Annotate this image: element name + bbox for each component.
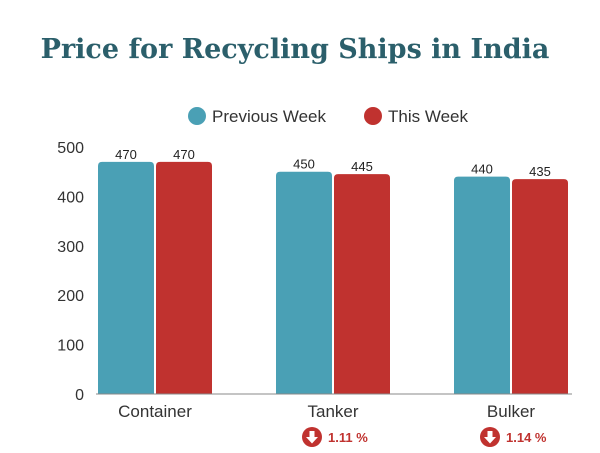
change-indicator-bulker: 1.14 %: [480, 427, 547, 447]
x-tick-label: Tanker: [307, 402, 358, 421]
data-label: 470: [173, 147, 195, 162]
data-label: 470: [115, 147, 137, 162]
bar-tanker-previous-week: [276, 171, 332, 394]
data-label: 435: [529, 164, 551, 179]
data-label: 445: [351, 159, 373, 174]
legend-marker-previous-week: [188, 107, 206, 125]
change-indicators: 1.11 % 1.14 %: [302, 427, 547, 447]
down-arrow-icon: [302, 427, 322, 447]
x-tick-label: Bulker: [487, 402, 536, 421]
data-label: 450: [293, 157, 315, 172]
y-tick-label: 200: [57, 288, 84, 305]
bar-bulker-this-week: [512, 179, 568, 394]
y-tick-label: 100: [57, 338, 84, 355]
data-label: 440: [471, 162, 493, 177]
change-value: 1.14 %: [506, 430, 547, 445]
chart-title: Price for Recycling Ships in India: [41, 34, 550, 65]
y-tick-label: 500: [57, 140, 84, 157]
change-value: 1.11 %: [328, 430, 368, 445]
x-axis: Container Tanker Bulker: [96, 393, 572, 421]
x-tick-label: Container: [118, 402, 192, 421]
y-tick-label: 400: [57, 189, 84, 206]
down-arrow-icon: [480, 427, 500, 447]
legend-marker-this-week: [364, 107, 382, 125]
y-tick-label: 0: [75, 387, 84, 404]
bar-container-previous-week: [98, 161, 154, 394]
bar-bulker-previous-week: [454, 176, 510, 394]
legend-label-this-week: This Week: [388, 107, 468, 126]
bar-tanker-this-week: [334, 174, 390, 394]
legend-label-previous-week: Previous Week: [212, 107, 327, 126]
bars: [98, 161, 568, 394]
y-tick-label: 300: [57, 239, 84, 256]
data-labels: 470 470 450 445 440 435: [115, 147, 551, 179]
legend: Previous Week This Week: [188, 107, 468, 126]
bar-container-this-week: [156, 161, 212, 394]
y-axis: 0 100 200 300 400 500: [57, 140, 84, 404]
change-indicator-tanker: 1.11 %: [302, 427, 368, 447]
